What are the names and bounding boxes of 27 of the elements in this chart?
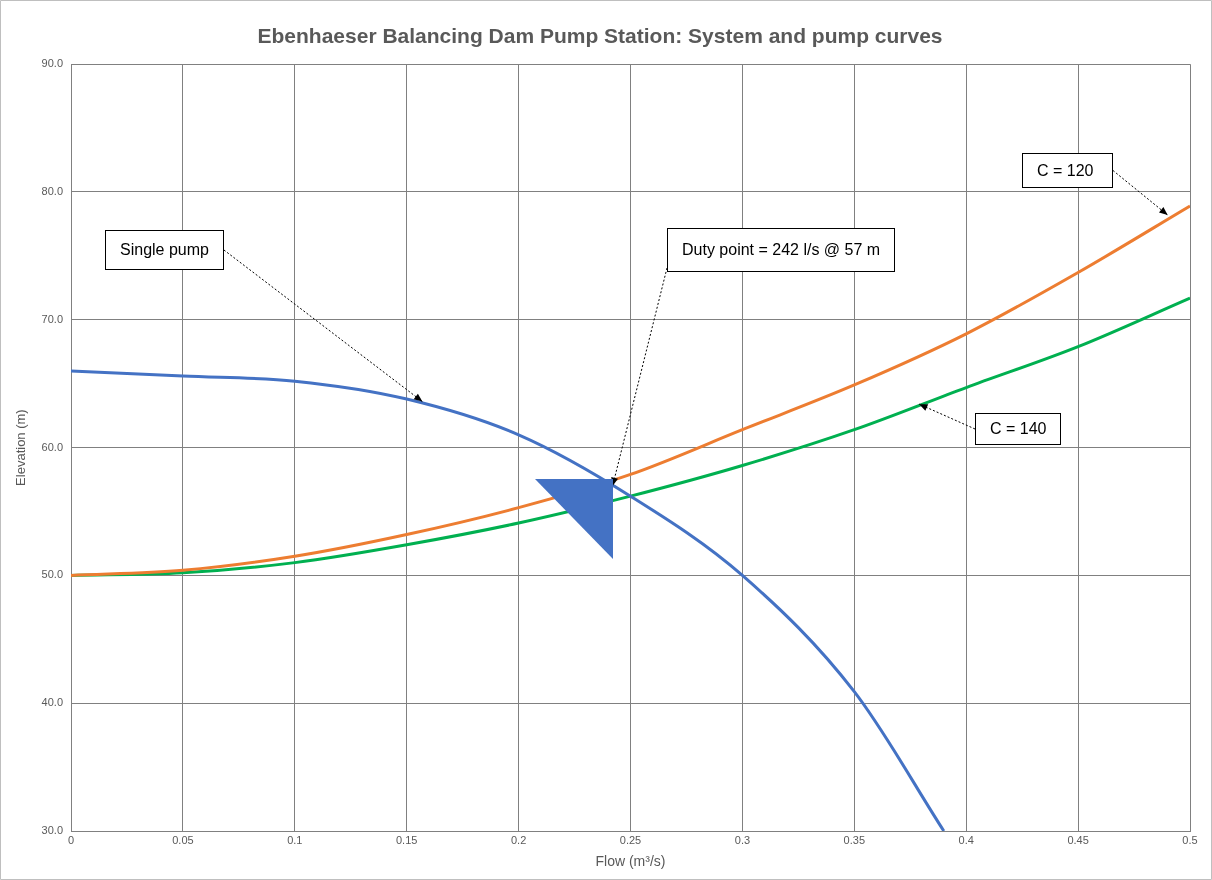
annotation: Duty point = 242 l/s @ 57 m — [667, 228, 896, 272]
y-tick-label: 30.0 — [41, 824, 64, 837]
x-tick-label: 0.15 — [396, 833, 418, 846]
line-series — [71, 204, 1190, 577]
x-tick-label: 0.4 — [958, 833, 974, 846]
line-series — [71, 369, 946, 831]
y-axis-title: Elevation (m) — [13, 409, 29, 486]
annotation: C = 120 — [1022, 153, 1113, 188]
y-tick-label: 40.0 — [41, 696, 64, 709]
x-axis-title: Flow (m³/s) — [595, 853, 666, 870]
y-tick-label: 60.0 — [41, 440, 64, 453]
y-tick-label: 50.0 — [41, 568, 64, 581]
x-tick-label: 0.25 — [619, 833, 642, 846]
x-tick-label: 0.35 — [843, 833, 866, 846]
x-tick-label: 0.45 — [1067, 833, 1089, 846]
x-tick-label: 0.2 — [510, 833, 527, 846]
x-tick-label: 0.05 — [172, 833, 194, 846]
x-tick-label: 0.1 — [287, 833, 303, 846]
x-tick-label: 0.3 — [734, 833, 751, 846]
x-tick-label: 0.5 — [1182, 833, 1198, 846]
y-tick-label: 70.0 — [41, 312, 64, 325]
annotation: Single pump — [105, 230, 224, 270]
annotation: C = 140 — [975, 413, 1062, 445]
x-tick-label: 0 — [67, 833, 75, 846]
y-tick-label: 90.0 — [41, 57, 64, 70]
y-tick-label: 80.0 — [41, 185, 64, 198]
chart-title: Ebenhaeser Balancing Dam Pump Station: System and pump curves — [257, 24, 943, 48]
